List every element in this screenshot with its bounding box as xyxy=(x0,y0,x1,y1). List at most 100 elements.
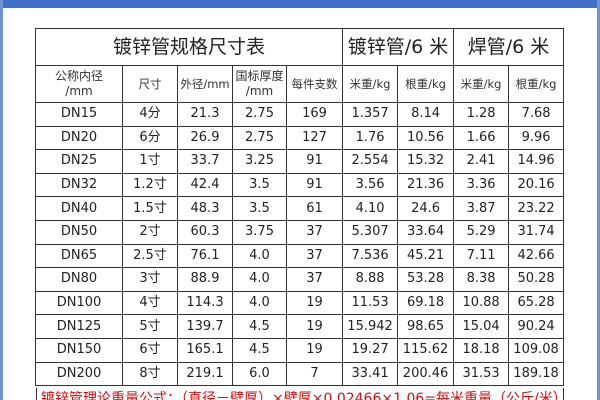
table-row: DN65 2.5寸 76.1 4.0 37 7.536 45.21 7.11 42.66 xyxy=(35,243,565,269)
table-cell: 8.38 xyxy=(453,267,510,292)
table-cell: DN32 xyxy=(35,172,123,198)
table-cell: 3.5 xyxy=(232,196,287,221)
table-cell: 33.41 xyxy=(342,361,399,387)
table-cell: 6寸 xyxy=(122,337,178,363)
pipe-spec-table: 镀锌管规格尺寸表 镀锌管/6 米 焊管/6 米 公称内径/mm 尺寸 外径/mm 国标… xyxy=(34,28,565,387)
table-cell: 76.1 xyxy=(177,243,233,269)
table-cell: 14.96 xyxy=(508,149,565,174)
table-cell: 8寸 xyxy=(122,361,178,387)
table-cell: DN80 xyxy=(35,267,123,292)
table-cell: 31.74 xyxy=(508,219,565,245)
table-cell: 127 xyxy=(285,125,344,151)
table-cell: 91 xyxy=(285,172,344,198)
table-cell: 7.11 xyxy=(453,243,510,269)
window-frame-right xyxy=(597,0,600,400)
table-cell: DN65 xyxy=(35,243,123,269)
table-cell: 5.29 xyxy=(453,219,510,245)
table-cell: 65.28 xyxy=(508,290,565,316)
table-cell: 42.4 xyxy=(177,172,233,198)
table-cell: 33.64 xyxy=(397,219,455,245)
table-cell: 37 xyxy=(285,243,344,269)
table-cell: DN50 xyxy=(35,219,123,245)
column-header: 外径/mm xyxy=(177,65,233,103)
column-header: 根重/kg xyxy=(397,65,455,103)
table-cell: 6分 xyxy=(122,125,178,151)
table-row: DN150 6寸 165.1 4.5 19 19.27 115.62 18.18 109.08 xyxy=(35,337,565,363)
table-cell: 1.76 xyxy=(342,125,399,151)
table-cell: 7 xyxy=(285,361,344,387)
table-cell: 23.22 xyxy=(508,196,565,221)
table-row: DN125 5寸 139.7 4.5 19 15.942 98.65 15.04 90.24 xyxy=(35,314,565,339)
table-cell: 3.36 xyxy=(453,172,510,198)
table-cell: 7.536 xyxy=(342,243,399,269)
table-row: DN40 1.5寸 48.3 3.5 61 4.10 24.6 3.87 23.22 xyxy=(35,196,565,221)
table-cell: 5.307 xyxy=(342,219,399,245)
table-cell: 3.56 xyxy=(342,172,399,198)
table-cell: 139.7 xyxy=(177,314,233,339)
table-cell: DN15 xyxy=(35,102,123,127)
formula-text: 镀锌管理论重量公式：（直径－壁厚）×壁厚×0.02466×1.06=每米重量（公… xyxy=(41,391,564,400)
table-cell: 219.1 xyxy=(177,361,233,387)
table-cell: 11.53 xyxy=(342,290,399,316)
table-row: DN50 2寸 60.3 3.75 37 5.307 33.64 5.29 31.74 xyxy=(35,219,565,245)
table-cell: 37 xyxy=(285,267,344,292)
table-cell: 200.46 xyxy=(397,361,455,387)
table-cell: 10.56 xyxy=(397,125,455,151)
column-header: 每件支数 xyxy=(285,65,344,103)
table-cell: DN20 xyxy=(35,125,123,151)
table-cell: 18.18 xyxy=(453,337,510,363)
table-cell: 4.0 xyxy=(232,267,287,292)
table-cell: 1.5寸 xyxy=(122,196,178,221)
table-cell: DN40 xyxy=(35,196,123,221)
table-cell: 1.2寸 xyxy=(122,172,178,198)
table-cell: DN150 xyxy=(35,337,123,363)
table-row: DN100 4寸 114.3 4.0 19 11.53 69.18 10.88 65.28 xyxy=(35,290,565,316)
table-cell: 21.3 xyxy=(177,102,233,127)
table-cell: 4.10 xyxy=(342,196,399,221)
table-cell: 2寸 xyxy=(122,219,178,245)
table-cell: 4分 xyxy=(122,102,178,127)
table-cell: DN200 xyxy=(35,361,123,387)
table-cell: 31.53 xyxy=(453,361,510,387)
table-cell: 3.5 xyxy=(232,172,287,198)
group-header-galvanized: 镀锌管/6 米 xyxy=(342,28,455,66)
table-cell: 26.9 xyxy=(177,125,233,151)
table-cell: 3.75 xyxy=(232,219,287,245)
table-cell: 109.08 xyxy=(508,337,565,363)
column-header: 米重/kg xyxy=(453,65,510,103)
table-cell: 6.0 xyxy=(232,361,287,387)
table-cell: 8.88 xyxy=(342,267,399,292)
table-cell: 45.21 xyxy=(397,243,455,269)
table-cell: 19 xyxy=(285,337,344,363)
table-cell: 165.1 xyxy=(177,337,233,363)
table-cell: 1寸 xyxy=(122,149,178,174)
table-cell: 5寸 xyxy=(122,314,178,339)
table-cell: 61 xyxy=(285,196,344,221)
table-row: DN200 8寸 219.1 6.0 7 33.41 200.46 31.53 189.18 xyxy=(35,361,565,387)
table-title: 镀锌管规格尺寸表 xyxy=(34,28,344,66)
table-cell: 42.66 xyxy=(508,243,565,269)
table-cell: 98.65 xyxy=(397,314,455,339)
table-cell: 169 xyxy=(285,102,344,127)
table-cell: 1.28 xyxy=(453,102,510,127)
table-cell: DN25 xyxy=(35,149,123,174)
column-header: 公称内径/mm xyxy=(35,65,123,103)
table-cell: 114.3 xyxy=(177,290,233,316)
table-cell: 3.87 xyxy=(453,196,510,221)
table-cell: 4.5 xyxy=(232,314,287,339)
table-cell: 9.96 xyxy=(508,125,565,151)
table-cell: 91 xyxy=(285,149,344,174)
table-cell: 2.554 xyxy=(342,149,399,174)
table-cell: 33.7 xyxy=(177,149,233,174)
weight-formula-note: 镀锌管理论重量公式：（直径－壁厚）×壁厚×0.02466×1.06=每米重量（公… xyxy=(36,388,564,400)
table-row: DN25 1寸 33.7 3.25 91 2.554 15.32 2.41 14.96 xyxy=(35,149,565,174)
table-cell: DN100 xyxy=(35,290,123,316)
table-cell: 4.0 xyxy=(232,290,287,316)
table-cell: 24.6 xyxy=(397,196,455,221)
column-header: 国标厚度/mm xyxy=(232,65,287,103)
table-cell: 48.3 xyxy=(177,196,233,221)
column-header: 尺寸 xyxy=(122,65,178,103)
table-cell: 20.16 xyxy=(508,172,565,198)
table-row: DN15 4分 21.3 2.75 169 1.357 8.14 1.28 7.68 xyxy=(35,102,565,127)
table-cell: DN125 xyxy=(35,314,123,339)
